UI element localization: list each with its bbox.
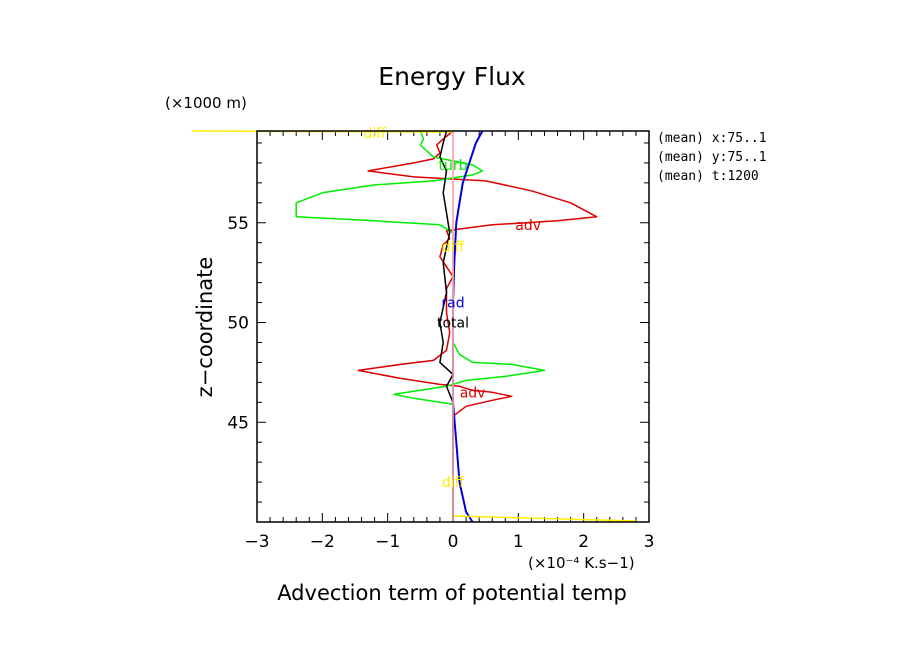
x-tick-label: −1 — [375, 532, 400, 552]
series-label-adv: adv — [515, 218, 541, 234]
x-tick-label: 0 — [448, 532, 459, 552]
meta-line-x: (mean) x:75..1 — [657, 131, 767, 146]
x-axis-unit: (×10⁻⁴ K.s−1) — [528, 554, 635, 572]
series-label-turb: turb — [438, 158, 467, 174]
x-tick-label: −3 — [244, 532, 269, 552]
series-label-diff: diff — [363, 126, 386, 142]
series-label-adv: adv — [460, 385, 486, 401]
series-label-rad: rad — [441, 296, 464, 312]
series-labels: adv adv turb rad diff diff diff total — [363, 126, 541, 491]
chart-title: Energy Flux — [378, 62, 525, 91]
series-label-diff: diff — [442, 475, 465, 491]
y-tick-label: 50 — [227, 314, 249, 334]
y-tick-label: 45 — [227, 413, 249, 433]
x-tick-label: −2 — [310, 532, 335, 552]
plot-frame — [256, 130, 650, 523]
axis-ticks: −3 −2 −1 0 1 2 3 45 50 55 — [227, 131, 654, 552]
x-tick-label: 3 — [644, 532, 655, 552]
y-tick-label: 55 — [227, 214, 249, 234]
x-axis-label: Advection term of potential temp — [277, 581, 627, 605]
series-lines — [191, 130, 636, 523]
meta-line-y: (mean) y:75..1 — [657, 150, 767, 165]
x-tick-label: 2 — [578, 532, 589, 552]
series-line-adv — [357, 130, 598, 522]
y-axis-label: z−coordinate — [193, 257, 217, 398]
series-line-total — [439, 130, 454, 522]
series-label-diff: diff — [442, 240, 465, 256]
y-axis-unit: (×1000 m) — [165, 94, 247, 112]
series-line-turb — [295, 130, 546, 522]
x-tick-label: 1 — [513, 532, 524, 552]
series-label-total: total — [437, 316, 469, 332]
meta-line-t: (mean) t:1200 — [657, 169, 759, 184]
